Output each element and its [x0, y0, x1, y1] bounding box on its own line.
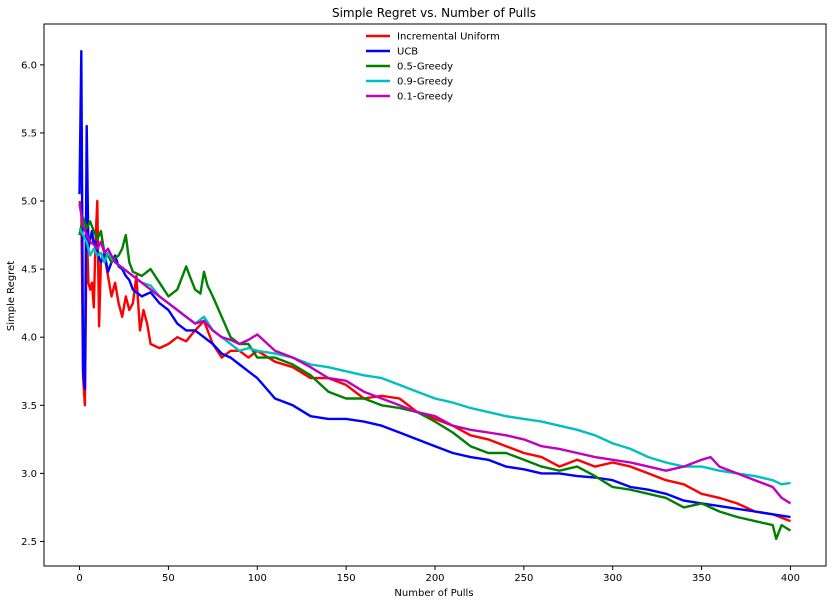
- x-tick-label: 50: [162, 573, 175, 584]
- legend-label-1: UCB: [397, 47, 418, 58]
- series-line-1: [78, 50, 791, 519]
- x-tick-label: 350: [692, 573, 711, 584]
- plot-frame: [43, 23, 827, 567]
- legend-label-2: 0.5-Greedy: [397, 62, 453, 73]
- y-tick-label: 4.0: [21, 333, 37, 344]
- y-tick-label: 3.5: [21, 401, 37, 412]
- x-tick-label: 250: [514, 573, 533, 584]
- series-line-4: [78, 203, 792, 505]
- series-line-2: [78, 216, 792, 540]
- y-axis-label: Simple Regret: [6, 261, 17, 331]
- y-tick-label: 3.0: [21, 469, 37, 480]
- x-tick-label: 0: [76, 573, 82, 584]
- y-tick-label: 6.0: [21, 60, 37, 71]
- legend-label-4: 0.1-Greedy: [397, 92, 453, 103]
- y-tick-label: 5.0: [21, 197, 37, 208]
- legend: Incremental Uniform UCB 0.5-Greedy 0.9-Gree…: [366, 32, 500, 103]
- x-tick-label: 100: [248, 573, 267, 584]
- x-tick-label: 200: [425, 573, 444, 584]
- x-tick-label: 300: [603, 573, 622, 584]
- axes: 0 50 100 150 200 250 300 350 400 2.5 3.0 3.5 4.0 4.5 5…: [21, 60, 800, 584]
- x-tick-label: 400: [781, 573, 800, 584]
- y-tick-label: 2.5: [21, 537, 37, 548]
- legend-label-3: 0.9-Greedy: [397, 77, 453, 88]
- x-axis-label: Number of Pulls: [394, 588, 473, 599]
- y-tick-label: 4.5: [21, 265, 37, 276]
- series-line-0: [78, 199, 791, 523]
- chart-title: Simple Regret vs. Number of Pulls: [332, 6, 536, 20]
- x-tick-label: 150: [337, 573, 356, 584]
- legend-label-0: Incremental Uniform: [397, 32, 500, 43]
- y-tick-label: 5.5: [21, 128, 37, 139]
- plot-area: [78, 50, 792, 540]
